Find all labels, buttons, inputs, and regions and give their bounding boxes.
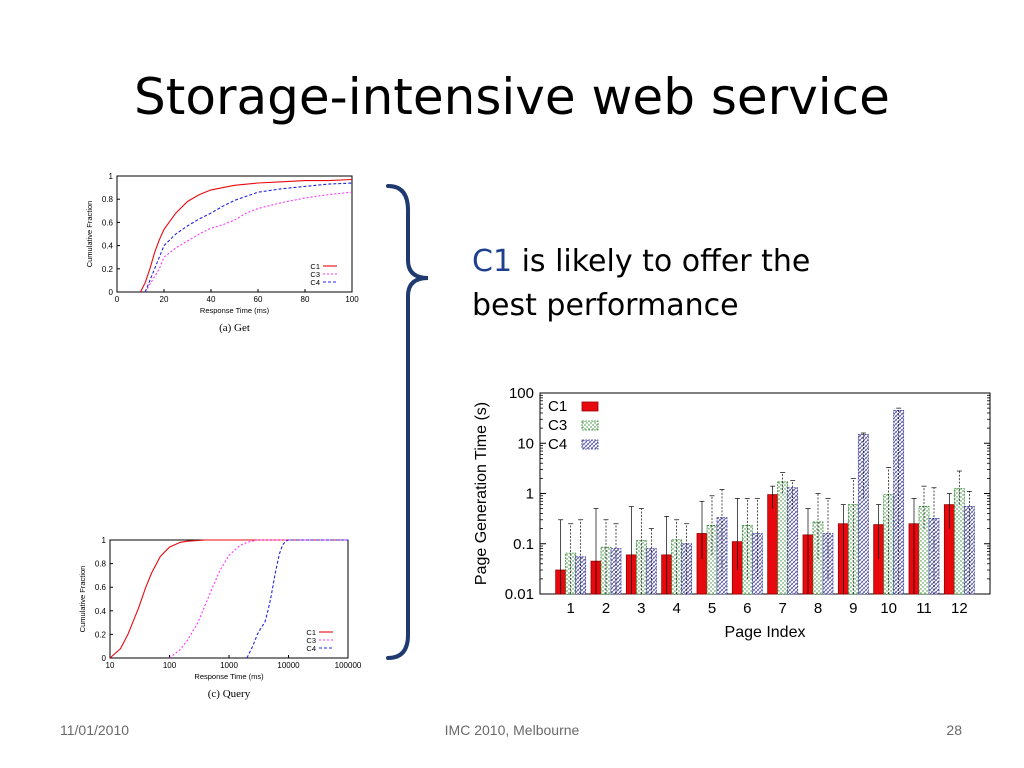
legend-label-c3: C3 bbox=[548, 417, 567, 434]
x-axis-label: Page Index bbox=[725, 624, 806, 641]
series-line-c3 bbox=[144, 191, 353, 293]
x-tick-label: 3 bbox=[637, 600, 645, 617]
claim-highlight: C1 bbox=[472, 244, 513, 279]
y-tick-label: 0.8 bbox=[95, 560, 107, 569]
y-tick-label: 0.6 bbox=[102, 218, 114, 227]
x-axis-label: Response Time (ms) bbox=[194, 672, 264, 681]
bar-c3 bbox=[953, 488, 965, 595]
y-tick-label: 0.4 bbox=[102, 242, 114, 251]
x-tick-label: 40 bbox=[207, 295, 216, 304]
y-axis-label: Page Generation Time (s) bbox=[473, 402, 490, 585]
bar-c3 bbox=[565, 552, 577, 595]
bar-c4 bbox=[787, 487, 799, 595]
footer-date: 11/01/2010 bbox=[60, 722, 130, 738]
legend-label-c3: C3 bbox=[306, 636, 316, 645]
x-tick-label: 100 bbox=[163, 661, 177, 670]
y-tick-label: 0.4 bbox=[95, 607, 107, 616]
plot-frame bbox=[116, 175, 353, 293]
summary-bracket bbox=[386, 184, 429, 660]
claim-text: is likely to offer the best performance bbox=[472, 244, 811, 323]
series-line-c1 bbox=[140, 178, 353, 293]
x-tick-label: 9 bbox=[849, 600, 857, 617]
x-tick-label: 20 bbox=[160, 295, 169, 304]
x-tick-label: 10000 bbox=[277, 661, 300, 670]
bar-c1 bbox=[767, 494, 779, 595]
y-tick-label: 0.2 bbox=[102, 265, 114, 274]
x-tick-label: 12 bbox=[951, 600, 968, 617]
y-tick-label: 1 bbox=[102, 536, 107, 545]
legend-label-c4: C4 bbox=[548, 436, 567, 453]
bar-c3 bbox=[847, 504, 859, 595]
legend-swatch-c3 bbox=[581, 420, 599, 431]
slide-title: Storage-intensive web service bbox=[134, 68, 890, 126]
chart-caption: (a) Get bbox=[219, 322, 250, 334]
x-tick-label: 1 bbox=[566, 600, 574, 617]
x-tick-label: 80 bbox=[301, 295, 310, 304]
get-cdf-chart: 0 0.2 0.4 0.6 0.8 1 0 20 40 60 80 100 Response Time … bbox=[85, 172, 359, 334]
legend-label-c1: C1 bbox=[548, 398, 567, 415]
legend-label-c4: C4 bbox=[306, 644, 316, 653]
x-tick-label: 8 bbox=[814, 600, 822, 617]
series-line-c3 bbox=[169, 539, 348, 659]
y-tick-label: 100 bbox=[509, 385, 534, 402]
x-tick-label: 4 bbox=[672, 600, 680, 617]
y-tick-label: 0.6 bbox=[95, 583, 107, 592]
series-line-c4 bbox=[246, 539, 348, 659]
x-tick-label: 100000 bbox=[335, 661, 362, 670]
query-cdf-chart: 0 0.2 0.4 0.6 0.8 1 10 100 1000 10000 100000 Respon… bbox=[78, 536, 362, 700]
x-tick-label: 7 bbox=[778, 600, 786, 617]
x-axis-label: Response Time (ms) bbox=[200, 306, 270, 315]
y-tick-label: 10 bbox=[517, 435, 534, 452]
x-tick-label: 0 bbox=[115, 295, 120, 304]
legend-label-c1: C1 bbox=[310, 262, 320, 271]
x-tick-label: 100 bbox=[345, 295, 359, 304]
legend-label-c1: C1 bbox=[306, 628, 316, 637]
legend-swatch-c1 bbox=[581, 401, 599, 412]
x-tick-label: 5 bbox=[708, 600, 716, 617]
performance-claim: C1 is likely to offer the best performan… bbox=[472, 240, 852, 328]
x-tick-label: 60 bbox=[254, 295, 263, 304]
legend-label-c4: C4 bbox=[310, 278, 320, 287]
y-tick-label: 0.01 bbox=[505, 586, 534, 603]
x-tick-label: 10 bbox=[880, 600, 897, 617]
legend-swatch-c4 bbox=[581, 439, 599, 450]
y-tick-label: 0 bbox=[102, 654, 107, 663]
y-tick-label: 1 bbox=[109, 172, 114, 181]
chart-caption: (c) Query bbox=[208, 688, 251, 700]
y-tick-label: 0.1 bbox=[513, 536, 534, 553]
series-line-c1 bbox=[109, 539, 348, 659]
y-tick-label: 1 bbox=[526, 486, 534, 503]
footer-page-number: 28 bbox=[946, 722, 962, 738]
y-tick-label: 0.2 bbox=[95, 630, 107, 639]
footer-venue: IMC 2010, Melbourne bbox=[444, 722, 580, 738]
x-tick-label: 10 bbox=[106, 661, 115, 670]
x-tick-label: 2 bbox=[602, 600, 610, 617]
series-line-c4 bbox=[144, 182, 353, 293]
x-tick-label: 11 bbox=[916, 600, 932, 617]
x-tick-label: 6 bbox=[743, 600, 751, 617]
y-axis-label: Cumulative Fraction bbox=[78, 566, 87, 633]
x-tick-label: 1000 bbox=[220, 661, 238, 670]
y-tick-label: 0 bbox=[109, 288, 114, 297]
legend-label-c3: C3 bbox=[310, 270, 320, 279]
bar-c3 bbox=[777, 481, 789, 595]
y-tick-label: 0.8 bbox=[102, 195, 114, 204]
y-axis-label: Cumulative Fraction bbox=[85, 201, 94, 268]
